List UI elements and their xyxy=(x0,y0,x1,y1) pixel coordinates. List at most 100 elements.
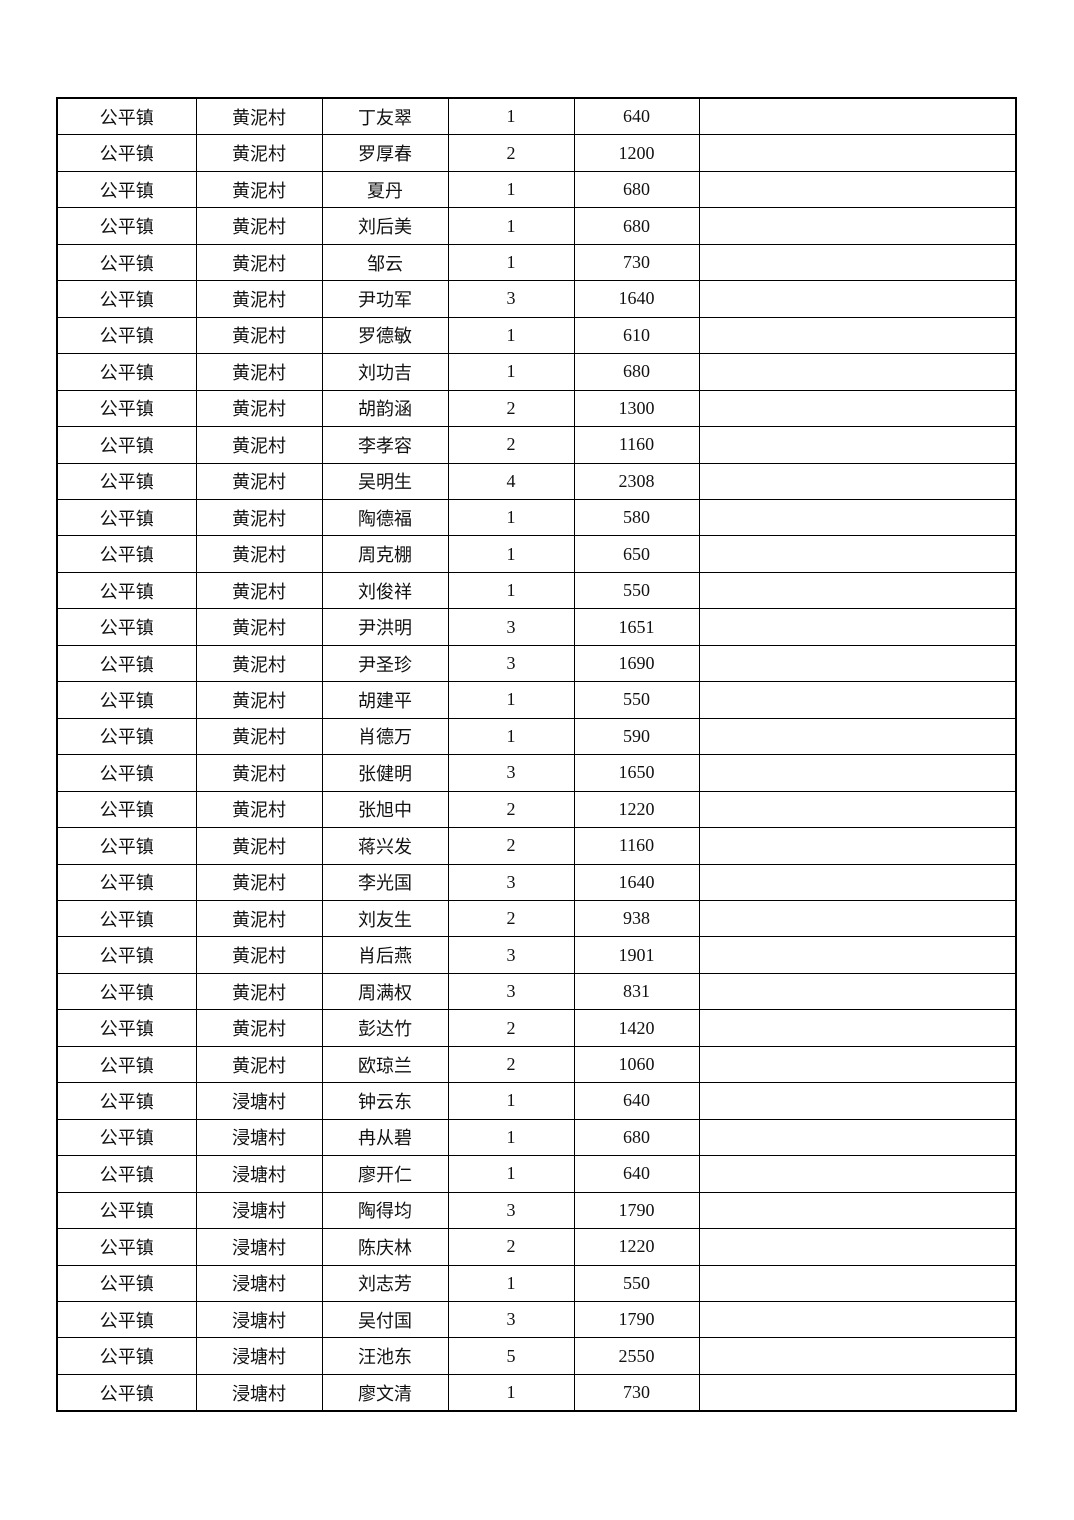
table-row: 公平镇 浸塘村 汪池东 5 2550 xyxy=(56,1337,1017,1375)
people-count-cell: 1 xyxy=(447,717,575,756)
village-cell: 黄泥村 xyxy=(195,571,323,610)
town-cell: 公平镇 xyxy=(56,1373,197,1412)
remark-cell xyxy=(698,717,1017,756)
village-cell: 黄泥村 xyxy=(195,972,323,1011)
table-row: 公平镇 黄泥村 彭达竹 2 1420 xyxy=(56,1009,1017,1047)
table-row: 公平镇 黄泥村 刘后美 1 680 xyxy=(56,207,1017,245)
town-cell: 公平镇 xyxy=(56,717,197,756)
people-count-cell: 3 xyxy=(447,280,575,318)
remark-cell xyxy=(698,1191,1017,1230)
table-row: 公平镇 黄泥村 邹云 1 730 xyxy=(56,243,1017,282)
remark-cell xyxy=(698,608,1017,646)
amount-cell: 831 xyxy=(573,972,700,1011)
remark-cell xyxy=(698,863,1017,901)
amount-cell: 650 xyxy=(573,535,700,573)
name-cell: 肖德万 xyxy=(321,717,449,756)
remark-cell xyxy=(698,936,1017,974)
remark-cell xyxy=(698,353,1017,391)
town-cell: 公平镇 xyxy=(56,644,197,683)
remark-cell xyxy=(698,1300,1017,1339)
village-cell: 黄泥村 xyxy=(195,827,323,865)
people-count-cell: 3 xyxy=(447,1300,575,1339)
name-cell: 刘俊祥 xyxy=(321,571,449,610)
remark-cell xyxy=(698,1264,1017,1302)
table-row: 公平镇 浸塘村 陈庆林 2 1220 xyxy=(56,1228,1017,1266)
village-cell: 黄泥村 xyxy=(195,644,323,683)
village-cell: 黄泥村 xyxy=(195,608,323,646)
town-cell: 公平镇 xyxy=(56,207,197,245)
town-cell: 公平镇 xyxy=(56,97,197,136)
table-row: 公平镇 黄泥村 陶德福 1 580 xyxy=(56,498,1017,537)
table-row: 公平镇 黄泥村 蒋兴发 2 1160 xyxy=(56,827,1017,865)
table-row: 公平镇 黄泥村 尹圣珍 3 1690 xyxy=(56,644,1017,683)
table-row: 公平镇 黄泥村 欧琼兰 2 1060 xyxy=(56,1045,1017,1084)
amount-cell: 680 xyxy=(573,353,700,391)
name-cell: 廖文清 xyxy=(321,1373,449,1412)
name-cell: 钟云东 xyxy=(321,1082,449,1120)
name-cell: 汪池东 xyxy=(321,1337,449,1375)
town-cell: 公平镇 xyxy=(56,1300,197,1339)
town-cell: 公平镇 xyxy=(56,134,197,172)
amount-cell: 1420 xyxy=(573,1009,700,1047)
amount-cell: 1790 xyxy=(573,1300,700,1339)
village-cell: 浸塘村 xyxy=(195,1191,323,1230)
town-cell: 公平镇 xyxy=(56,827,197,865)
remark-cell xyxy=(698,754,1017,792)
amount-cell: 1160 xyxy=(573,426,700,464)
town-cell: 公平镇 xyxy=(56,170,197,209)
amount-cell: 1060 xyxy=(573,1045,700,1084)
people-count-cell: 2 xyxy=(447,827,575,865)
amount-cell: 610 xyxy=(573,316,700,355)
people-count-cell: 2 xyxy=(447,1228,575,1266)
village-cell: 黄泥村 xyxy=(195,1009,323,1047)
people-count-cell: 1 xyxy=(447,681,575,719)
people-count-cell: 1 xyxy=(447,1373,575,1412)
village-cell: 浸塘村 xyxy=(195,1337,323,1375)
amount-cell: 938 xyxy=(573,899,700,938)
table-row: 公平镇 黄泥村 罗德敏 1 610 xyxy=(56,316,1017,355)
amount-cell: 1690 xyxy=(573,644,700,683)
people-count-cell: 1 xyxy=(447,316,575,355)
village-cell: 黄泥村 xyxy=(195,316,323,355)
table-row: 公平镇 黄泥村 周克棚 1 650 xyxy=(56,535,1017,573)
name-cell: 罗德敏 xyxy=(321,316,449,355)
village-cell: 浸塘村 xyxy=(195,1228,323,1266)
name-cell: 刘后美 xyxy=(321,207,449,245)
amount-cell: 730 xyxy=(573,243,700,282)
village-cell: 黄泥村 xyxy=(195,280,323,318)
people-count-cell: 5 xyxy=(447,1337,575,1375)
remark-cell xyxy=(698,535,1017,573)
people-count-cell: 1 xyxy=(447,170,575,209)
table-row: 公平镇 黄泥村 周满权 3 831 xyxy=(56,972,1017,1011)
town-cell: 公平镇 xyxy=(56,535,197,573)
amount-cell: 640 xyxy=(573,1155,700,1193)
remark-cell xyxy=(698,280,1017,318)
village-cell: 黄泥村 xyxy=(195,134,323,172)
people-count-cell: 2 xyxy=(447,426,575,464)
table-row: 公平镇 黄泥村 胡韵涵 2 1300 xyxy=(56,389,1017,428)
village-cell: 浸塘村 xyxy=(195,1082,323,1120)
table-row: 公平镇 黄泥村 刘友生 2 938 xyxy=(56,899,1017,938)
people-count-cell: 1 xyxy=(447,1082,575,1120)
village-cell: 黄泥村 xyxy=(195,535,323,573)
people-count-cell: 1 xyxy=(447,97,575,136)
amount-cell: 2550 xyxy=(573,1337,700,1375)
town-cell: 公平镇 xyxy=(56,426,197,464)
people-count-cell: 1 xyxy=(447,1264,575,1302)
town-cell: 公平镇 xyxy=(56,462,197,500)
amount-cell: 1220 xyxy=(573,1228,700,1266)
town-cell: 公平镇 xyxy=(56,1082,197,1120)
remark-cell xyxy=(698,644,1017,683)
amount-cell: 1220 xyxy=(573,790,700,829)
people-count-cell: 2 xyxy=(447,1045,575,1084)
name-cell: 冉从碧 xyxy=(321,1118,449,1157)
amount-cell: 640 xyxy=(573,1082,700,1120)
amount-cell: 680 xyxy=(573,170,700,209)
people-count-cell: 4 xyxy=(447,462,575,500)
name-cell: 丁友翠 xyxy=(321,97,449,136)
town-cell: 公平镇 xyxy=(56,1337,197,1375)
remark-cell xyxy=(698,389,1017,428)
town-cell: 公平镇 xyxy=(56,1045,197,1084)
people-count-cell: 2 xyxy=(447,790,575,829)
name-cell: 周满权 xyxy=(321,972,449,1011)
